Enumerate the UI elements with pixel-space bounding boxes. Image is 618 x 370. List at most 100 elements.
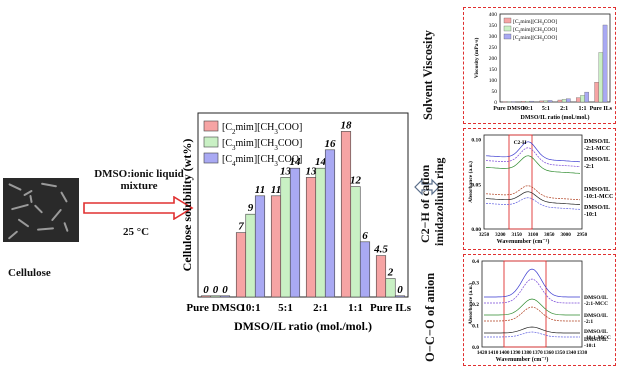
oco-x-tick-1: 1410 [488, 350, 499, 356]
data-label-5-1: 2 [387, 267, 394, 279]
c2h-x-label: Wavenumber (cm⁻¹) [497, 238, 550, 245]
oco-y-tick-2: 0.2 [472, 302, 479, 308]
visc-bar-1-1 [525, 101, 530, 103]
visc-legend-swatch-1 [503, 25, 512, 32]
y-axis-label: Cellulose solubility (wt%) [180, 139, 194, 272]
visc-bar-3-2 [566, 98, 571, 103]
visc-y-tick-8: 400 [489, 12, 498, 18]
legend-label-1: [C3mim][CH3COO] [222, 138, 302, 152]
c2h-x-tick-1: 3200 [495, 232, 506, 238]
c2h-label-1-b: -2:1 [584, 164, 594, 170]
oco-x-tick-2: 1400 [499, 350, 510, 356]
oco-curve-2 [484, 298, 580, 316]
bar-0-1 [210, 295, 221, 298]
oco-label-3-b: -10:1 [584, 343, 596, 349]
bar-0-0 [200, 295, 212, 298]
oco-x-tick-6: 1360 [543, 350, 554, 356]
c2h-label-2-b: -10:1-MCC [584, 194, 613, 200]
oco-x-tick-9: 1330 [577, 350, 588, 356]
mixture-label: DMSO:ionic liquid mixture [84, 168, 194, 192]
c2h-annotation: C2-H [514, 140, 528, 146]
side-title-viscosity: Solvent Viscosity [421, 30, 435, 120]
visc-bar-0-2 [511, 101, 516, 103]
visc-bar-4-2 [584, 91, 589, 103]
bar-2-0 [270, 195, 282, 298]
data-label-4-0: 18 [341, 119, 353, 131]
bar-1-0 [235, 232, 247, 298]
visc-y-tick-5: 250 [489, 45, 498, 51]
bar-2-2 [289, 167, 301, 298]
oco-x-tick-7: 1350 [555, 350, 566, 356]
oco-frame [481, 260, 583, 348]
oco-y-tick-3: 0.3 [472, 281, 479, 287]
c2h-y-tick-2: 0.10 [471, 138, 481, 144]
c2h-x-tick-6: 2950 [577, 232, 588, 238]
bar-1-2 [254, 195, 266, 298]
oco-label-1-b: -2:1 [584, 319, 593, 325]
visc-legend-swatch-0 [503, 17, 512, 24]
c2h-spectrum: 3250 3200 3150 3100 3050 3000 2950 0.00 0.05 0.10… [467, 134, 613, 245]
data-label-3-0: 13 [306, 165, 318, 177]
bar-1-1 [245, 213, 256, 298]
bar-3-0 [305, 177, 317, 298]
c2h-x-tick-0: 3250 [479, 232, 490, 238]
visc-bar-3-1 [561, 99, 567, 103]
visc-bar-0-1 [506, 101, 512, 103]
x-axis-label: DMSO/IL ratio (mol./mol.) [234, 319, 372, 333]
visc-y-tick-7: 350 [489, 23, 498, 29]
double-arrow-icon [414, 178, 440, 196]
visc-legend-label-1: [C3mim][CH3COO] [513, 27, 557, 34]
visc-y-label: Viscosity (mPa·s) [473, 38, 480, 79]
visc-x-tick-5: Pure ILs [590, 106, 613, 112]
x-tick-label-0: Pure DMSO [186, 302, 245, 314]
oco-highlight-box [503, 260, 547, 348]
c2h-highlight-box [508, 134, 533, 230]
visc-y-tick-4: 200 [489, 56, 498, 62]
oco-label-2-a: DMSO/IL [584, 329, 608, 335]
bar-3-2 [324, 149, 336, 298]
visc-legend-swatch-2 [503, 33, 512, 40]
visc-bar-4-0 [576, 97, 581, 103]
side-title-oco: O−C−O of anion [423, 272, 437, 362]
visc-y-tick-6: 300 [489, 34, 498, 40]
oco-curve-3 [484, 306, 580, 322]
data-label-1-1: 9 [248, 202, 254, 214]
visc-bar-2-1 [543, 100, 549, 103]
visc-bar-4-1 [580, 95, 585, 103]
visc-legend-label-0: [C2mim][CH3COO] [513, 19, 557, 26]
c2h-curve-4 [485, 191, 581, 205]
visc-y-tick-2: 100 [489, 78, 498, 84]
oco-y-tick-4: 0.4 [472, 259, 479, 265]
c2h-label-3-a: DMSO/IL [584, 205, 610, 211]
oco-panel: 1420 1410 1400 1390 1380 1370 1360 1350 1340 1330… [463, 254, 616, 366]
cellulose-photo [3, 178, 79, 242]
oco-label-0-b: -2:1-MCC [584, 301, 608, 307]
mixture-label-line2: mixture [120, 180, 158, 192]
process-arrow [83, 196, 194, 220]
visc-x-tick-1: 10:1 [522, 106, 533, 112]
visc-bar-0-0 [502, 101, 508, 103]
c2h-x-tick-2: 3150 [511, 232, 522, 238]
oco-y-tick-0: 0.0 [472, 345, 479, 351]
oco-spectrum: 1420 1410 1400 1390 1380 1370 1360 1350 1340 1330… [467, 259, 611, 363]
c2h-y-tick-0: 0.00 [471, 227, 481, 233]
data-label-2-2: 14 [290, 156, 302, 168]
bar-0-2 [219, 295, 231, 298]
oco-curve-4 [484, 326, 580, 334]
visc-x-label: DMSO/IL ratio (mol./mol.) [521, 114, 590, 121]
legend-swatch-1 [203, 136, 219, 148]
oco-x-tick-3: 1390 [510, 350, 521, 356]
legend-label-0: [C2mim][CH3COO] [222, 122, 302, 136]
side-title-c2h-line1: C2−H of cation [418, 164, 432, 243]
visc-y-tick-0: 0 [494, 100, 497, 106]
data-label-0-2: 0 [222, 284, 228, 296]
oco-curve-1 [484, 278, 580, 304]
side-title-c2h-line2: imidazolium ring [432, 157, 446, 246]
x-tick-label-5: Pure ILs [370, 302, 412, 314]
visc-x-tick-3: 2:1 [560, 106, 568, 112]
temperature-label: 25 °C [122, 226, 150, 238]
oco-x-tick-5: 1370 [532, 350, 543, 356]
oco-x-tick-4: 1380 [521, 350, 532, 356]
visc-y-tick-1: 50 [492, 89, 498, 95]
c2h-y-label: Absorbance (a.u.) [467, 161, 474, 203]
